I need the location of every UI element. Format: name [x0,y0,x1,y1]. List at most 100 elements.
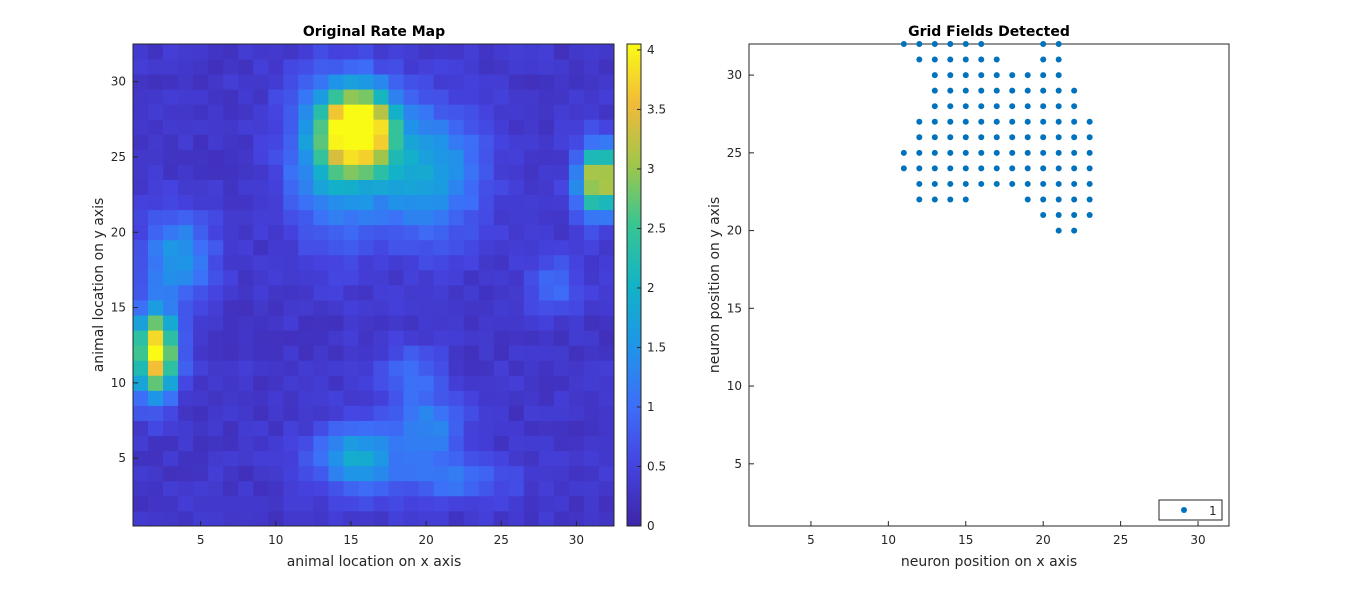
rate-map-heatmap [133,44,614,526]
heatmap-cell [584,390,599,405]
scatter-point [978,41,984,47]
heatmap-cell [343,240,358,255]
heatmap-cell [238,74,253,89]
heatmap-cell [374,481,389,496]
heatmap-cell [133,511,148,526]
heatmap-cell [434,436,449,451]
heatmap-cell [358,466,373,481]
heatmap-cell [328,240,343,255]
heatmap-cell [509,255,524,270]
heatmap-cell [208,345,223,360]
heatmap-cell [539,375,554,390]
heatmap-cell [313,330,328,345]
heatmap-cell [419,104,434,119]
heatmap-cell [238,44,253,59]
heatmap-cell [434,451,449,466]
heatmap-cell [449,134,464,149]
heatmap-cell [163,44,178,59]
heatmap-cell [539,315,554,330]
heatmap-cell [599,511,614,526]
heatmap-cell [208,180,223,195]
heatmap-cell [599,451,614,466]
heatmap-cell [298,436,313,451]
heatmap-cell [178,466,193,481]
heatmap-cell [298,300,313,315]
heatmap-cell [133,496,148,511]
scatter-point [978,88,984,94]
scatter-point [916,119,922,125]
heatmap-cell [404,134,419,149]
heatmap-cell [328,225,343,240]
scatter-point [1071,134,1077,140]
heatmap-cell [283,421,298,436]
heatmap-cell [343,300,358,315]
heatmap-cell [404,300,419,315]
heatmap-cell [554,270,569,285]
heatmap-cell [193,481,208,496]
heatmap-cell [283,406,298,421]
heatmap-cell [268,104,283,119]
heatmap-cell [389,210,404,225]
heatmap-cell [163,165,178,180]
heatmap-cell [238,451,253,466]
heatmap-cell [148,390,163,405]
heatmap-cell [464,165,479,180]
heatmap-cell [494,255,509,270]
heatmap-cell [389,511,404,526]
heatmap-cell [208,436,223,451]
heatmap-cell [298,149,313,164]
heatmap-cell [584,330,599,345]
heatmap-cell [223,255,238,270]
heatmap-cell [328,466,343,481]
heatmap-cell [133,134,148,149]
heatmap-cell [419,270,434,285]
heatmap-cell [389,255,404,270]
heatmap-cell [389,345,404,360]
heatmap-cell [389,119,404,134]
heatmap-cell [509,315,524,330]
scatter-point [932,196,938,202]
heatmap-cell [133,210,148,225]
heatmap-cell [524,270,539,285]
heatmap-cell [358,406,373,421]
heatmap-cell [539,421,554,436]
heatmap-cell [434,210,449,225]
heatmap-cell [389,406,404,421]
scatter-point [947,57,953,63]
heatmap-cell [283,390,298,405]
heatmap-cell [569,89,584,104]
heatmap-cell [283,119,298,134]
scatter-point [1056,196,1062,202]
heatmap-cell [163,406,178,421]
heatmap-cell [494,225,509,240]
heatmap-cell [163,421,178,436]
scatter-point [1025,119,1031,125]
heatmap-cell [358,285,373,300]
heatmap-cell [223,421,238,436]
heatmap-cell [148,496,163,511]
heatmap-cell [133,360,148,375]
heatmap-cell [283,134,298,149]
heatmap-cell [358,195,373,210]
heatmap-cell [328,89,343,104]
heatmap-cell [283,466,298,481]
heatmap-cell [584,180,599,195]
heatmap-cell [464,59,479,74]
heatmap-cell [358,180,373,195]
heatmap-cell [449,345,464,360]
heatmap-cell [253,255,268,270]
heatmap-cell [389,240,404,255]
heatmap-cell [464,390,479,405]
heatmap-cell [494,149,509,164]
heatmap-cell [208,285,223,300]
heatmap-cell [178,134,193,149]
heatmap-cell [449,104,464,119]
heatmap-cell [358,165,373,180]
heatmap-cell [374,390,389,405]
heatmap-cell [494,451,509,466]
heatmap-cell [328,285,343,300]
heatmap-cell [343,210,358,225]
heatmap-cell [298,119,313,134]
heatmap-cell [193,149,208,164]
